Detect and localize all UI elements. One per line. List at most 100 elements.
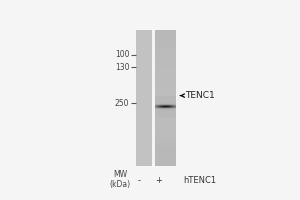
Bar <box>170 98 171 99</box>
Bar <box>155 109 156 110</box>
Bar <box>172 109 173 110</box>
Bar <box>157 96 158 97</box>
Bar <box>174 148 175 149</box>
Bar <box>172 114 173 115</box>
Bar <box>170 112 171 113</box>
Bar <box>171 109 172 110</box>
Bar <box>169 150 170 151</box>
Bar <box>175 108 176 109</box>
Bar <box>162 111 163 112</box>
Bar <box>165 106 166 107</box>
Bar <box>162 112 163 113</box>
Bar <box>159 106 160 107</box>
Bar <box>155 116 176 117</box>
Bar <box>174 116 175 117</box>
Bar <box>159 103 160 104</box>
Bar <box>163 113 164 114</box>
Bar <box>155 45 176 46</box>
Bar <box>155 86 176 87</box>
Bar <box>168 105 169 106</box>
Bar <box>157 108 158 109</box>
Bar <box>175 99 176 100</box>
Bar <box>168 114 169 115</box>
Bar <box>155 69 176 71</box>
Bar <box>167 149 169 150</box>
Bar <box>156 100 157 101</box>
Bar <box>155 92 176 94</box>
Bar <box>173 103 174 104</box>
Bar <box>173 97 174 98</box>
Bar <box>172 106 173 107</box>
Bar <box>155 97 176 98</box>
Bar <box>168 102 169 103</box>
Bar <box>161 151 162 152</box>
Bar <box>166 99 167 100</box>
Bar <box>167 114 168 115</box>
Bar <box>175 107 176 108</box>
Bar <box>162 99 163 100</box>
Bar <box>172 99 173 100</box>
Bar <box>163 150 164 151</box>
Bar <box>168 107 169 108</box>
Bar <box>164 152 165 153</box>
Bar <box>168 96 169 97</box>
Bar <box>164 105 165 106</box>
Bar <box>165 97 166 98</box>
Bar <box>173 145 174 146</box>
Bar <box>156 112 157 113</box>
Bar <box>175 145 176 146</box>
Bar <box>163 149 164 150</box>
Bar <box>159 100 160 101</box>
Bar <box>174 110 175 111</box>
Bar <box>171 146 172 147</box>
Bar <box>168 116 169 117</box>
Bar <box>175 103 176 104</box>
Bar <box>172 146 173 147</box>
Bar <box>173 147 174 148</box>
Bar <box>164 99 165 100</box>
Bar <box>156 96 157 97</box>
Bar <box>155 130 176 132</box>
Bar <box>172 113 173 114</box>
Bar <box>160 148 161 149</box>
Bar <box>170 105 171 106</box>
Bar <box>174 101 175 102</box>
Bar <box>155 160 176 162</box>
Bar <box>155 162 176 163</box>
Bar <box>155 137 176 139</box>
Bar <box>159 149 160 150</box>
Bar <box>162 152 163 153</box>
Bar <box>172 100 173 101</box>
Bar <box>157 111 158 112</box>
Bar <box>167 108 168 109</box>
Bar <box>157 114 158 115</box>
Bar <box>155 64 176 65</box>
Bar <box>160 98 161 99</box>
Bar <box>157 153 158 154</box>
Bar <box>164 112 165 113</box>
Bar <box>170 115 171 116</box>
Bar <box>171 145 172 146</box>
Bar <box>171 103 172 104</box>
Bar <box>161 97 162 98</box>
Bar <box>155 107 176 109</box>
Bar <box>158 100 159 101</box>
Bar <box>160 108 161 109</box>
Bar <box>165 153 166 154</box>
Bar <box>156 103 157 104</box>
Bar <box>173 114 174 115</box>
Bar <box>174 108 175 109</box>
Bar <box>161 99 162 100</box>
Bar <box>157 100 158 101</box>
Bar <box>170 103 171 104</box>
Bar <box>155 78 176 79</box>
Bar <box>170 102 171 103</box>
Bar <box>159 105 160 106</box>
Bar <box>174 111 175 112</box>
Bar <box>159 102 160 103</box>
Bar <box>163 101 164 102</box>
Bar <box>170 99 171 100</box>
Bar <box>169 99 170 100</box>
Bar <box>161 104 162 105</box>
Bar <box>158 97 159 98</box>
